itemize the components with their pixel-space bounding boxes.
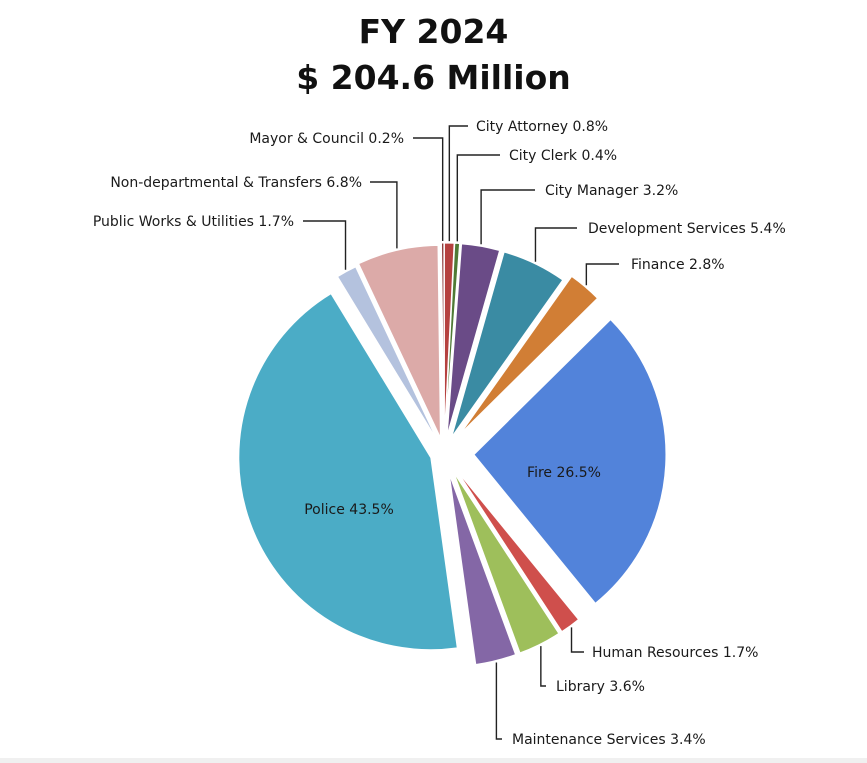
- leader-line: [570, 627, 584, 653]
- pie-slice: [473, 318, 667, 605]
- slice-label: City Manager 3.2%: [545, 183, 678, 199]
- chart-title: FY 2024: [358, 12, 509, 51]
- pie-slice: [357, 244, 441, 438]
- slice-label: City Clerk 0.4%: [509, 148, 617, 164]
- slice-label: City Attorney 0.8%: [476, 119, 608, 135]
- slice-labels: City Attorney 0.8% City Clerk 0.4% City Ma…: [93, 119, 786, 748]
- leader-line: [480, 189, 535, 245]
- leader-lines: [303, 125, 619, 740]
- leader-line: [370, 181, 398, 249]
- slice-label: Police 43.5%: [304, 502, 394, 518]
- pie-slice: [456, 470, 580, 633]
- chart-subtitle: $ 204.6 Million: [296, 58, 571, 97]
- pie-slices: [238, 242, 667, 666]
- slice-label: Library 3.6%: [556, 679, 645, 695]
- pie-slice: [443, 242, 455, 436]
- pie-slice: [238, 292, 458, 651]
- slice-label: Finance 2.8%: [631, 257, 725, 273]
- pie-slice: [453, 472, 560, 654]
- slice-label: Fire 26.5%: [527, 465, 601, 481]
- pie-slice: [448, 474, 517, 666]
- leader-line: [495, 662, 502, 740]
- leader-line: [303, 220, 347, 270]
- pie-slice: [446, 243, 501, 436]
- slice-label: Non-departmental & Transfers 6.8%: [110, 175, 362, 191]
- slice-label: Human Resources 1.7%: [592, 645, 758, 661]
- slice-label: Public Works & Utilities 1.7%: [93, 214, 294, 230]
- pie-slice: [460, 275, 599, 434]
- leader-line: [456, 154, 500, 242]
- slice-label: Development Services 5.4%: [588, 221, 786, 237]
- leader-line: [413, 137, 444, 242]
- leader-line: [585, 263, 619, 286]
- pie-slice: [444, 242, 461, 436]
- bottom-divider: [0, 758, 867, 763]
- pie-slice: [336, 266, 438, 441]
- leader-line: [534, 227, 577, 262]
- leader-line: [448, 125, 468, 242]
- pie-slice: [451, 251, 564, 438]
- pie-slice: [440, 242, 445, 436]
- leader-line: [540, 646, 546, 687]
- slice-label: Maintenance Services 3.4%: [512, 732, 706, 748]
- slice-label: Mayor & Council 0.2%: [249, 131, 404, 147]
